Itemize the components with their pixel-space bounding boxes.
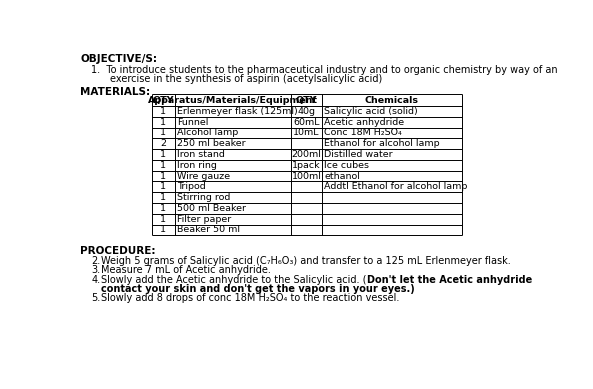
Text: Acetic anhydride: Acetic anhydride xyxy=(324,117,404,127)
Text: 60mL: 60mL xyxy=(294,117,320,127)
Text: Iron stand: Iron stand xyxy=(177,150,225,159)
Text: Wire gauze: Wire gauze xyxy=(177,172,230,180)
Text: contact your skin and don't get the vapors in your eyes.): contact your skin and don't get the vapo… xyxy=(101,284,415,294)
Text: 1: 1 xyxy=(160,117,166,127)
Text: Beaker 50 ml: Beaker 50 ml xyxy=(177,226,240,235)
Text: Iron ring: Iron ring xyxy=(177,161,217,170)
Text: Stirring rod: Stirring rod xyxy=(177,193,231,202)
Text: Distilled water: Distilled water xyxy=(324,150,393,159)
Text: 1: 1 xyxy=(160,150,166,159)
Text: 1: 1 xyxy=(160,161,166,170)
Text: Salicylic acid (solid): Salicylic acid (solid) xyxy=(324,107,418,116)
Text: 500 ml Beaker: 500 ml Beaker xyxy=(177,204,246,213)
Text: Funnel: Funnel xyxy=(177,117,209,127)
Text: Filter paper: Filter paper xyxy=(177,215,231,224)
Text: 1: 1 xyxy=(160,193,166,202)
Text: 1: 1 xyxy=(160,204,166,213)
Text: PROCEDURE:: PROCEDURE: xyxy=(80,246,156,256)
Text: Apparatus/Materials/Equipment: Apparatus/Materials/Equipment xyxy=(148,96,318,105)
Text: Alcohol lamp: Alcohol lamp xyxy=(177,128,238,137)
Text: 250 ml beaker: 250 ml beaker xyxy=(177,139,246,148)
Text: Ethanol for alcohol lamp: Ethanol for alcohol lamp xyxy=(324,139,440,148)
Text: 100ml: 100ml xyxy=(292,172,321,180)
Text: Weigh 5 grams of Salicylic acid (C₇H₆O₃) and transfer to a 125 mL Erlenmeyer fla: Weigh 5 grams of Salicylic acid (C₇H₆O₃)… xyxy=(101,256,511,266)
Text: 1: 1 xyxy=(160,172,166,180)
Text: Measure 7 mL of Acetic anhydride.: Measure 7 mL of Acetic anhydride. xyxy=(101,265,271,275)
Text: 10mL: 10mL xyxy=(294,128,320,137)
Text: Tripod: Tripod xyxy=(177,182,206,191)
Text: QTY: QTY xyxy=(152,96,174,105)
Text: 1: 1 xyxy=(160,107,166,116)
Text: 5.: 5. xyxy=(91,293,100,303)
Text: ethanol: ethanol xyxy=(324,172,361,180)
Text: 2: 2 xyxy=(160,139,166,148)
Text: 200ml: 200ml xyxy=(292,150,321,159)
Text: exercise in the synthesis of aspirin (acetylsalicylic acid): exercise in the synthesis of aspirin (ac… xyxy=(110,74,382,84)
Text: Chemicals: Chemicals xyxy=(365,96,419,105)
Text: 1pack: 1pack xyxy=(292,161,321,170)
Text: 2.: 2. xyxy=(91,256,100,266)
Text: OBJECTIVE/S:: OBJECTIVE/S: xyxy=(80,54,157,65)
Text: 3.: 3. xyxy=(91,265,100,275)
Text: Slowly add the Acetic anhydride to the Salicylic acid. (: Slowly add the Acetic anhydride to the S… xyxy=(101,275,366,285)
Text: Conc 18M H₂SO₄: Conc 18M H₂SO₄ xyxy=(324,128,402,137)
Text: 1: 1 xyxy=(160,182,166,191)
Text: 1: 1 xyxy=(160,128,166,137)
Text: MATERIALS:: MATERIALS: xyxy=(80,87,151,97)
Text: 1: 1 xyxy=(160,226,166,235)
Text: 40g: 40g xyxy=(298,107,315,116)
Text: 1: 1 xyxy=(160,215,166,224)
Text: Addtl Ethanol for alcohol lamp: Addtl Ethanol for alcohol lamp xyxy=(324,182,468,191)
Text: Don't let the Acetic anhydride: Don't let the Acetic anhydride xyxy=(366,275,532,285)
Text: Ice cubes: Ice cubes xyxy=(324,161,369,170)
Text: Erlenmeyer flask (125ml): Erlenmeyer flask (125ml) xyxy=(177,107,298,116)
Text: QTY: QTY xyxy=(296,96,317,105)
Text: Slowly add 8 drops of conc 18M H₂SO₄ to the reaction vessel.: Slowly add 8 drops of conc 18M H₂SO₄ to … xyxy=(101,293,400,303)
Text: 4.: 4. xyxy=(91,275,100,285)
Text: 1.  To introduce students to the pharmaceutical industry and to organic chemistr: 1. To introduce students to the pharmace… xyxy=(91,65,558,75)
